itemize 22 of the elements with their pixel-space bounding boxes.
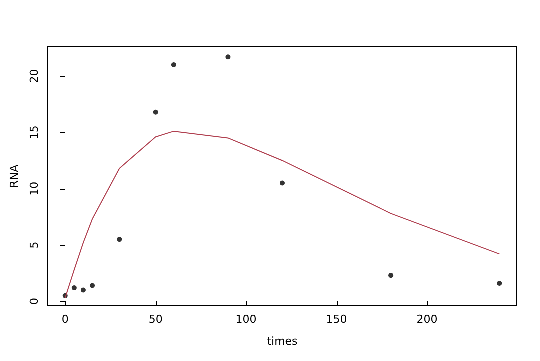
point (171, 62, 176, 68)
point (497, 280, 502, 286)
y-tick-label: 20 (28, 69, 41, 84)
point (72, 285, 77, 290)
y-axis-title: RNA (8, 164, 21, 188)
y-tick-label: 0 (28, 298, 41, 305)
x-tick-label: 200 (416, 313, 438, 326)
point (280, 180, 285, 186)
x-axis-title: times (267, 335, 298, 348)
y-tick-label: 10 (28, 182, 41, 196)
x-tick-label: 0 (62, 313, 69, 326)
point (153, 110, 158, 115)
x-tick-label: 100 (236, 313, 257, 326)
point (80, 288, 86, 293)
x-tick-label: 150 (326, 313, 348, 326)
point (388, 273, 394, 278)
y-tick-label: 15 (28, 126, 41, 140)
point (90, 283, 96, 288)
x-tick-label: 50 (148, 313, 163, 326)
point (117, 237, 122, 242)
y-tick-label: 5 (28, 242, 41, 249)
point (226, 54, 231, 60)
